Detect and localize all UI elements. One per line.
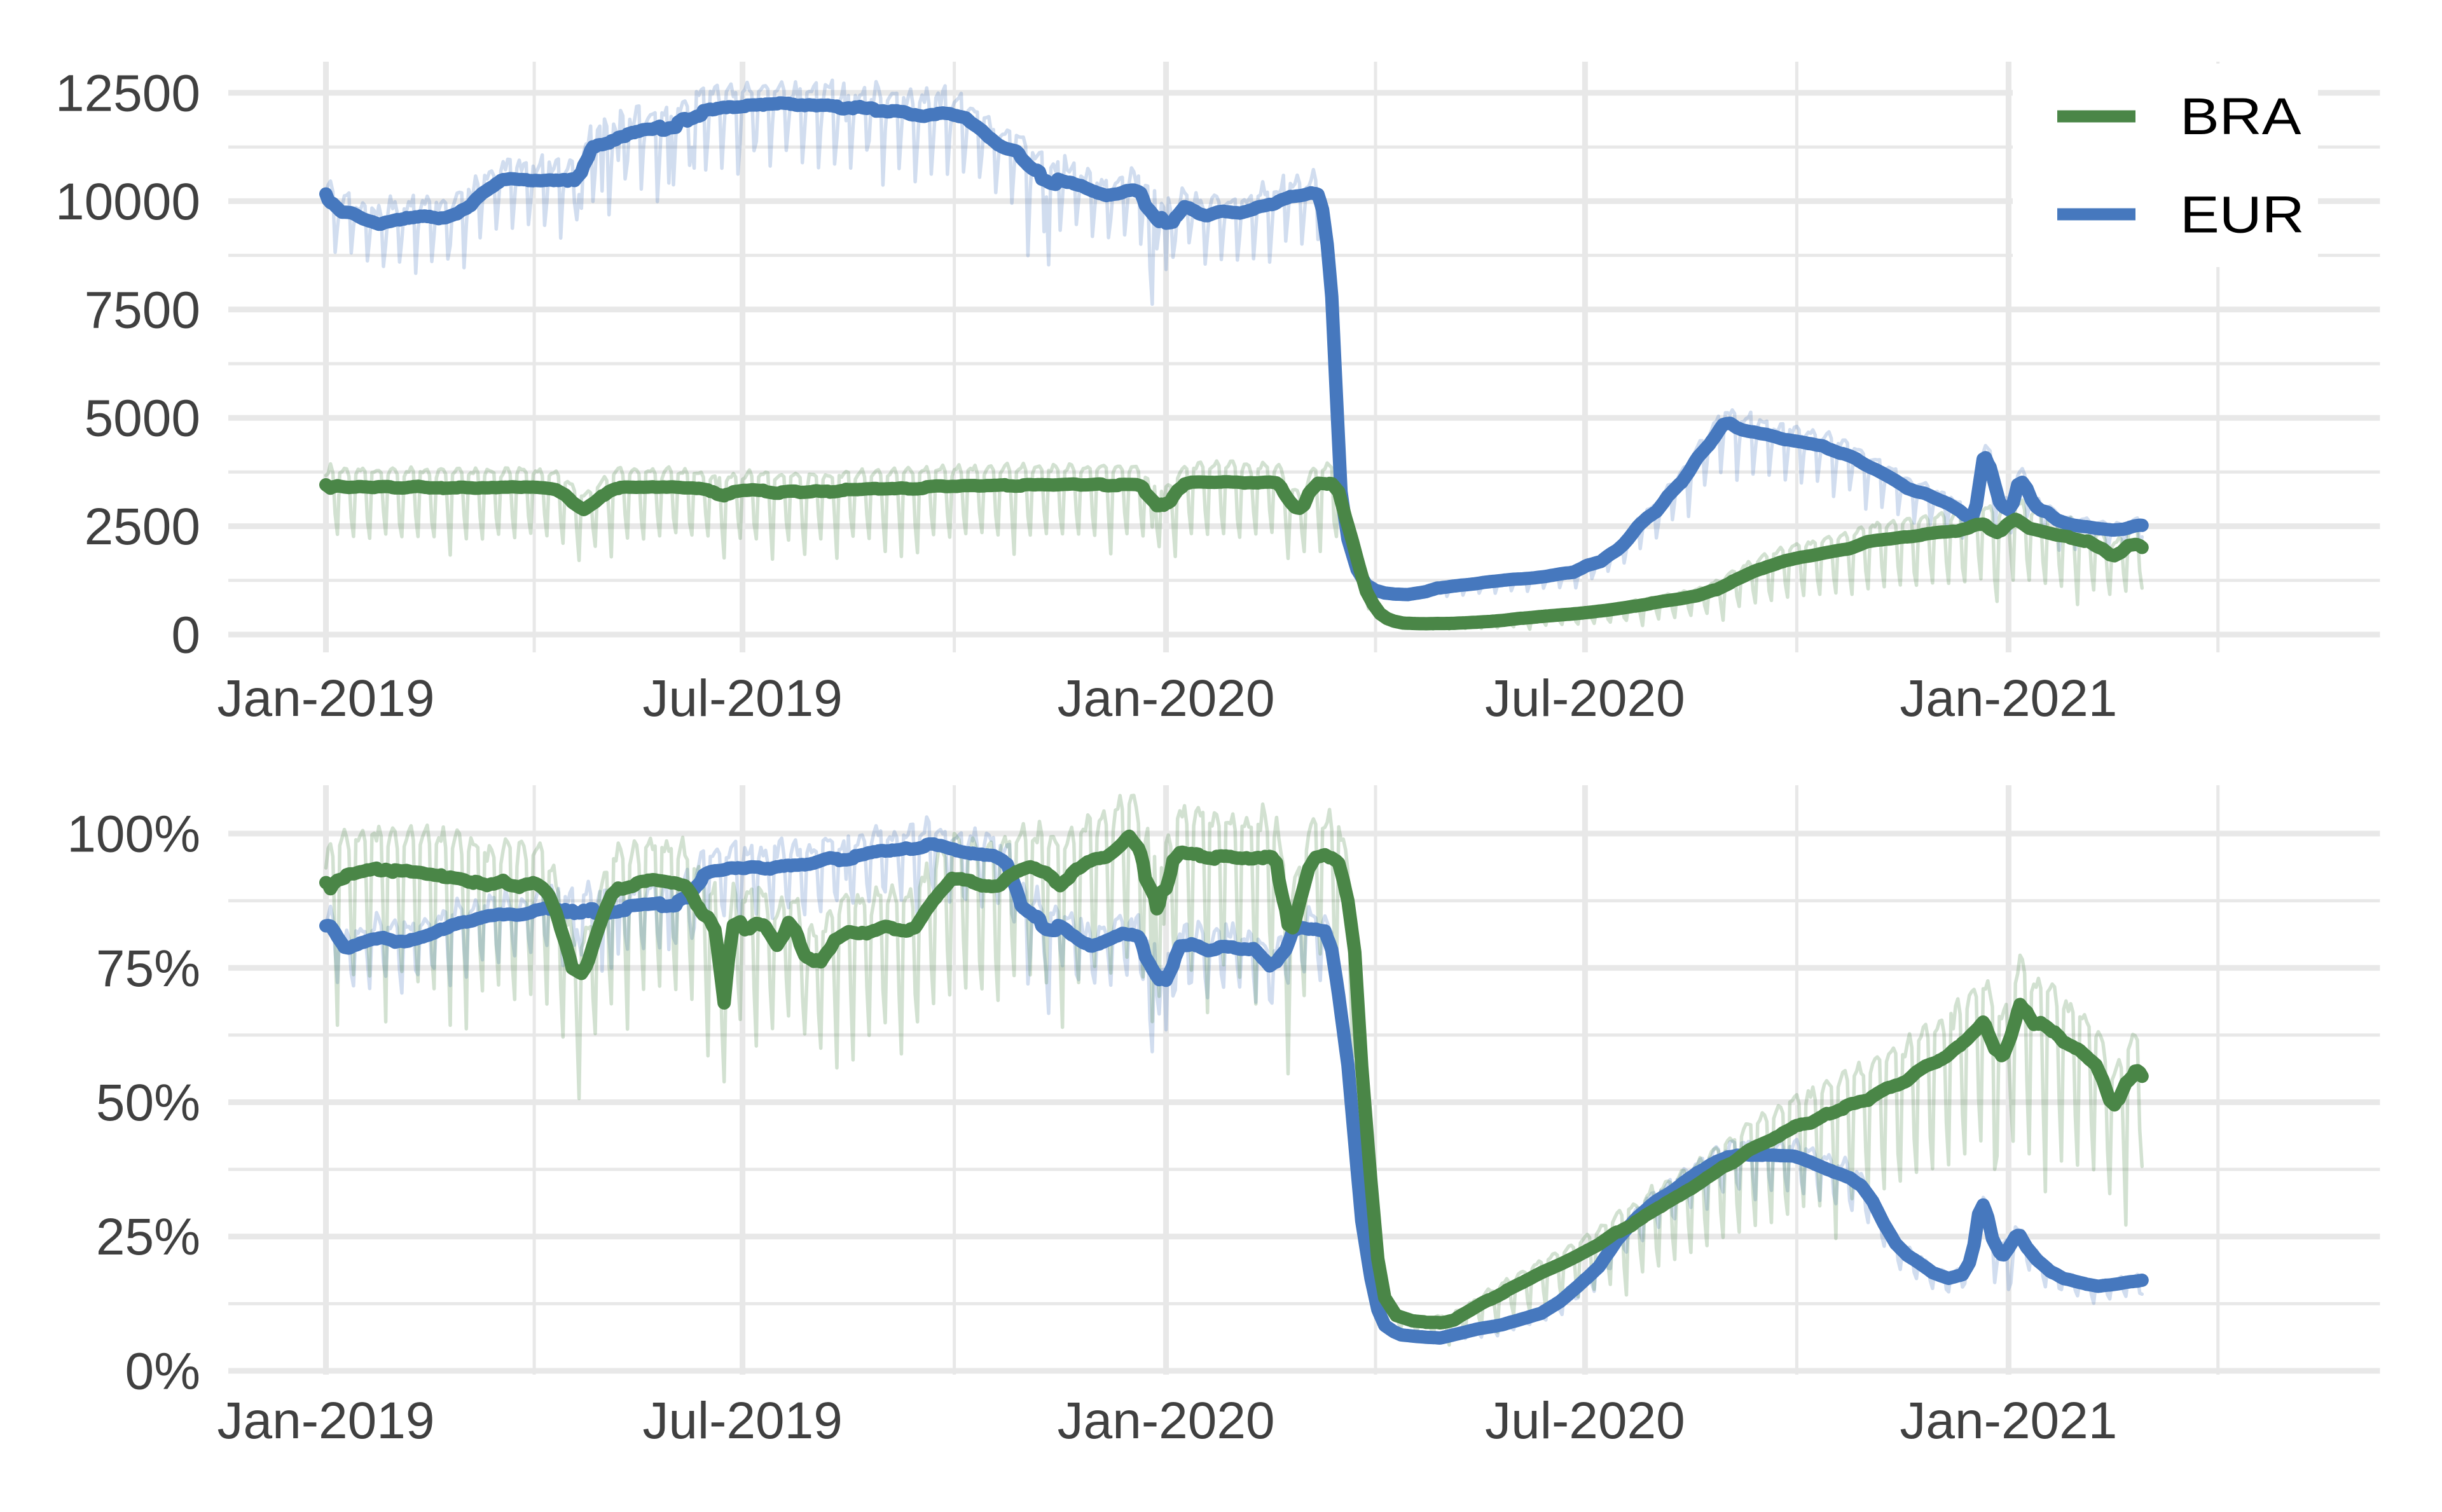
svg-text:Jul-2019: Jul-2019 (642, 1392, 843, 1450)
svg-text:5000: 5000 (85, 390, 200, 448)
svg-text:Jan-2020: Jan-2020 (1058, 670, 1275, 727)
svg-text:Jan-2019: Jan-2019 (217, 670, 435, 727)
svg-text:Jan-2021: Jan-2021 (1900, 670, 2117, 727)
svg-text:2500: 2500 (85, 498, 200, 556)
svg-text:0%: 0% (125, 1343, 200, 1401)
svg-text:10000: 10000 (55, 173, 200, 231)
svg-text:50%: 50% (96, 1074, 200, 1132)
svg-text:Jul-2019: Jul-2019 (642, 670, 843, 727)
svg-text:EUR: EUR (2180, 185, 2305, 244)
svg-text:12500: 12500 (55, 65, 200, 123)
svg-text:7500: 7500 (85, 281, 200, 339)
svg-text:Jan-2020: Jan-2020 (1058, 1392, 1275, 1450)
svg-text:Jan-2019: Jan-2019 (217, 1392, 435, 1450)
svg-text:BRA: BRA (2180, 87, 2301, 146)
svg-text:100%: 100% (67, 806, 200, 863)
svg-text:0: 0 (171, 607, 200, 664)
svg-text:Jan-2021: Jan-2021 (1900, 1392, 2117, 1450)
svg-text:Jul-2020: Jul-2020 (1485, 670, 1685, 727)
svg-text:Jul-2020: Jul-2020 (1485, 1392, 1685, 1450)
svg-text:75%: 75% (96, 940, 200, 998)
svg-text:25%: 25% (96, 1208, 200, 1266)
